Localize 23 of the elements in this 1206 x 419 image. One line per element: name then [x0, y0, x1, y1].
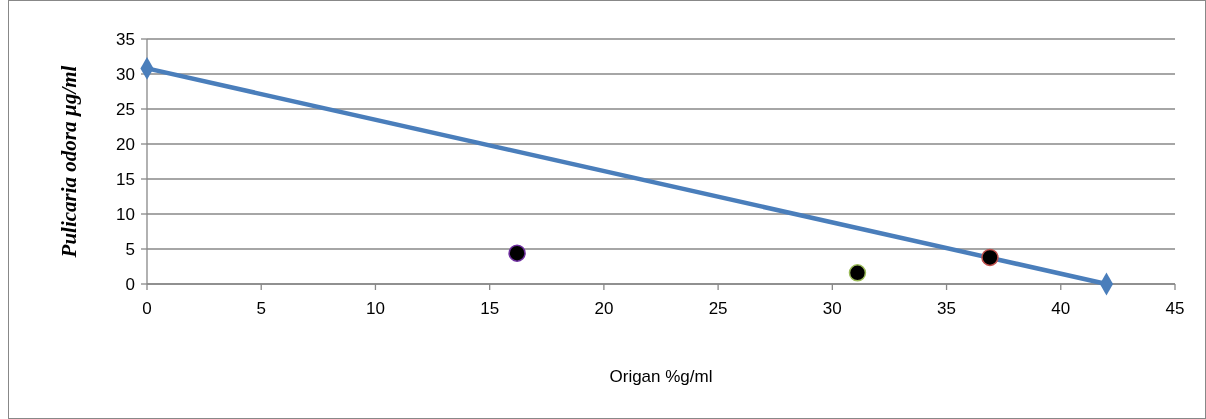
y-tick-label: 25 [116, 99, 135, 119]
y-tick-label: 0 [125, 274, 135, 294]
y-tick-label: 30 [116, 64, 135, 84]
x-tick-label: 15 [480, 299, 500, 318]
x-tick-label: 20 [594, 299, 614, 318]
y-tick-label: 20 [116, 134, 135, 154]
x-tick-label: 0 [142, 299, 152, 318]
y-tick-label: 5 [125, 239, 135, 259]
x-tick-label: 25 [708, 299, 728, 318]
x-tick-label: 45 [1165, 299, 1185, 318]
x-tick-label: 35 [937, 299, 957, 318]
point [848, 264, 867, 282]
y-tick-label: 35 [116, 29, 135, 49]
x-axis-title: Origan %g/ml [609, 367, 713, 386]
y-tick-label: 15 [116, 169, 135, 189]
x-tick-label: 5 [256, 299, 266, 318]
y-axis-title: Pulicaria odora µg/ml [57, 65, 81, 259]
point [981, 248, 999, 267]
x-tick-label: 30 [822, 299, 842, 318]
y-tick-label: 10 [116, 204, 135, 224]
x-tick-label: 40 [1051, 299, 1071, 318]
x-tick-label: 10 [365, 299, 385, 318]
point [508, 244, 526, 262]
